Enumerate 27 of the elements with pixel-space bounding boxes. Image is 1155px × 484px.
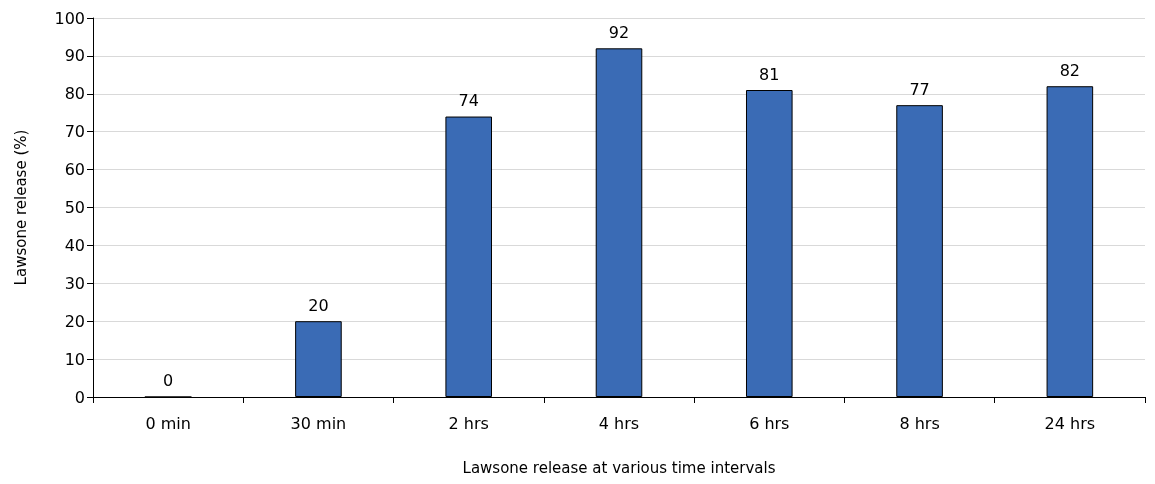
y-tick-label: 10 xyxy=(64,349,85,369)
y-tick-label: 40 xyxy=(64,235,85,255)
y-tick-label: 60 xyxy=(64,160,85,180)
x-tick-label: 30 min xyxy=(290,413,347,433)
y-tick-label: 0 xyxy=(74,387,85,407)
data-label: 74 xyxy=(458,91,479,111)
y-axis-title: Lawsone release (%) xyxy=(11,129,30,286)
data-label: 81 xyxy=(759,64,780,84)
data-label: 92 xyxy=(608,22,630,42)
x-tick-label: 2 hrs xyxy=(448,413,489,433)
x-tick-label: 0 min xyxy=(145,413,191,433)
x-tick-label: 24 hrs xyxy=(1044,413,1096,433)
y-tick-label: 80 xyxy=(64,84,85,104)
y-tick-label: 70 xyxy=(64,122,85,142)
y-tick-label: 30 xyxy=(64,273,85,293)
y-tick-label: 90 xyxy=(64,46,85,66)
y-tick-label: 20 xyxy=(64,311,85,331)
x-tick-label: 8 hrs xyxy=(899,413,940,433)
x-tick-label: 4 hrs xyxy=(598,413,640,433)
x-axis-title: Lawsone release at various time intervals xyxy=(462,458,776,477)
data-label: 82 xyxy=(1059,60,1081,80)
y-tick-label: 100 xyxy=(54,8,85,28)
data-label: 77 xyxy=(909,79,930,99)
data-label: 20 xyxy=(308,295,329,315)
y-tick-label: 50 xyxy=(64,198,85,217)
x-tick-label: 6 hrs xyxy=(749,413,790,433)
data-label: 0 xyxy=(163,371,174,390)
